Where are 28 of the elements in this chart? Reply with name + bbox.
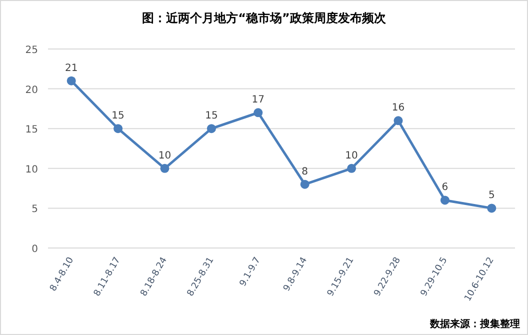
data-label: 10 (345, 150, 358, 162)
y-tick-label: 25 (25, 45, 38, 56)
point (487, 204, 496, 213)
y-tick-label: 5 (32, 204, 38, 216)
chart-title: 图：近两个月地方“稳市场”政策周度发布频次 (142, 11, 387, 25)
point (254, 108, 263, 118)
data-label: 8 (302, 166, 308, 178)
point (160, 164, 170, 173)
data-label: 21 (64, 62, 78, 74)
y-tick-label: 20 (25, 84, 38, 96)
y-tick-label: 10 (25, 164, 38, 176)
data-label: 16 (392, 102, 405, 114)
y-tick-label: 15 (25, 124, 38, 136)
data-label: 6 (442, 182, 448, 194)
point (66, 76, 76, 86)
data-label: 10 (158, 150, 172, 162)
point (394, 116, 403, 126)
point (440, 196, 450, 205)
source-note: 数据来源：搜集整理 (429, 318, 520, 330)
point (347, 164, 356, 173)
data-label: 15 (112, 110, 124, 122)
point (206, 124, 216, 134)
point (114, 124, 123, 134)
point (300, 180, 310, 189)
data-label: 5 (488, 190, 495, 202)
y-tick-label: 0 (32, 244, 38, 255)
data-label: 17 (252, 94, 265, 106)
data-label: 15 (205, 110, 218, 122)
